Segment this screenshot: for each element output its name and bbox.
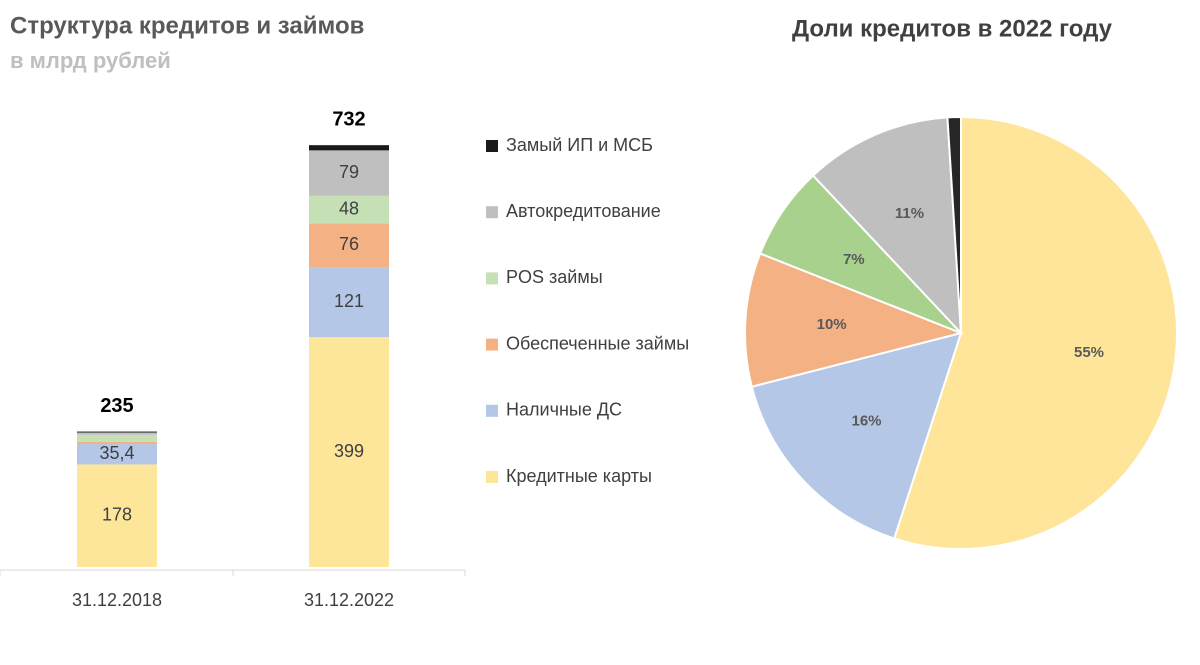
bar-segment <box>77 432 157 435</box>
pie-slice <box>750 331 963 540</box>
value-label: 76 <box>339 234 359 254</box>
slice-label: 10% <box>817 316 847 333</box>
slice-label: 16% <box>852 413 882 430</box>
x-tick-label: 31.12.2022 <box>304 590 394 610</box>
slice-label: 11% <box>895 205 924 222</box>
legend-swatch <box>486 140 498 152</box>
value-label: 178 <box>102 504 132 524</box>
legend-swatch <box>486 272 498 285</box>
legend-label: Наличные ДС <box>506 400 622 420</box>
bar-segment <box>77 441 157 445</box>
value-label: 79 <box>339 162 359 182</box>
total-label: 732 <box>332 108 365 130</box>
legend-swatch <box>486 338 498 351</box>
chart-title: Доли кредитов в 2022 году <box>792 15 1113 42</box>
legend-label: Кредитные карты <box>506 466 652 486</box>
total-label: 235 <box>100 395 133 417</box>
pie-slice <box>811 116 963 336</box>
legend-label: Автокредитование <box>506 201 661 221</box>
legend-swatch <box>486 404 498 417</box>
bar-segment <box>77 434 157 442</box>
chart-subtitle: в млрд рублей <box>10 48 171 73</box>
value-label: 121 <box>334 291 364 311</box>
chart-title: Структура кредитов и займов <box>10 12 364 39</box>
bar-segment <box>77 431 157 433</box>
x-tick-label: 31.12.2018 <box>72 590 162 610</box>
pie-slice <box>744 252 965 388</box>
bar-segment <box>309 223 389 268</box>
bar-segment <box>309 337 389 567</box>
pie-slice <box>946 115 962 334</box>
legend-swatch <box>486 206 498 219</box>
value-label: 35,4 <box>99 443 134 463</box>
bar-segment <box>309 195 389 224</box>
pie-slice <box>892 115 1178 550</box>
bar-segment <box>77 464 157 567</box>
bar-segment <box>77 444 157 465</box>
legend-label: Обеспеченные займы <box>506 333 689 353</box>
legend-label: POS займы <box>506 267 603 287</box>
slice-label: 7% <box>843 251 865 268</box>
bar-segment <box>309 267 389 338</box>
value-label: 48 <box>339 198 359 218</box>
bar-segment <box>309 145 389 151</box>
bar-segment <box>309 150 389 196</box>
slice-label: 55% <box>1074 344 1104 361</box>
legend-swatch <box>486 471 498 483</box>
legend-label: Замый ИП и МСБ <box>506 135 653 155</box>
value-label: 399 <box>334 441 364 461</box>
